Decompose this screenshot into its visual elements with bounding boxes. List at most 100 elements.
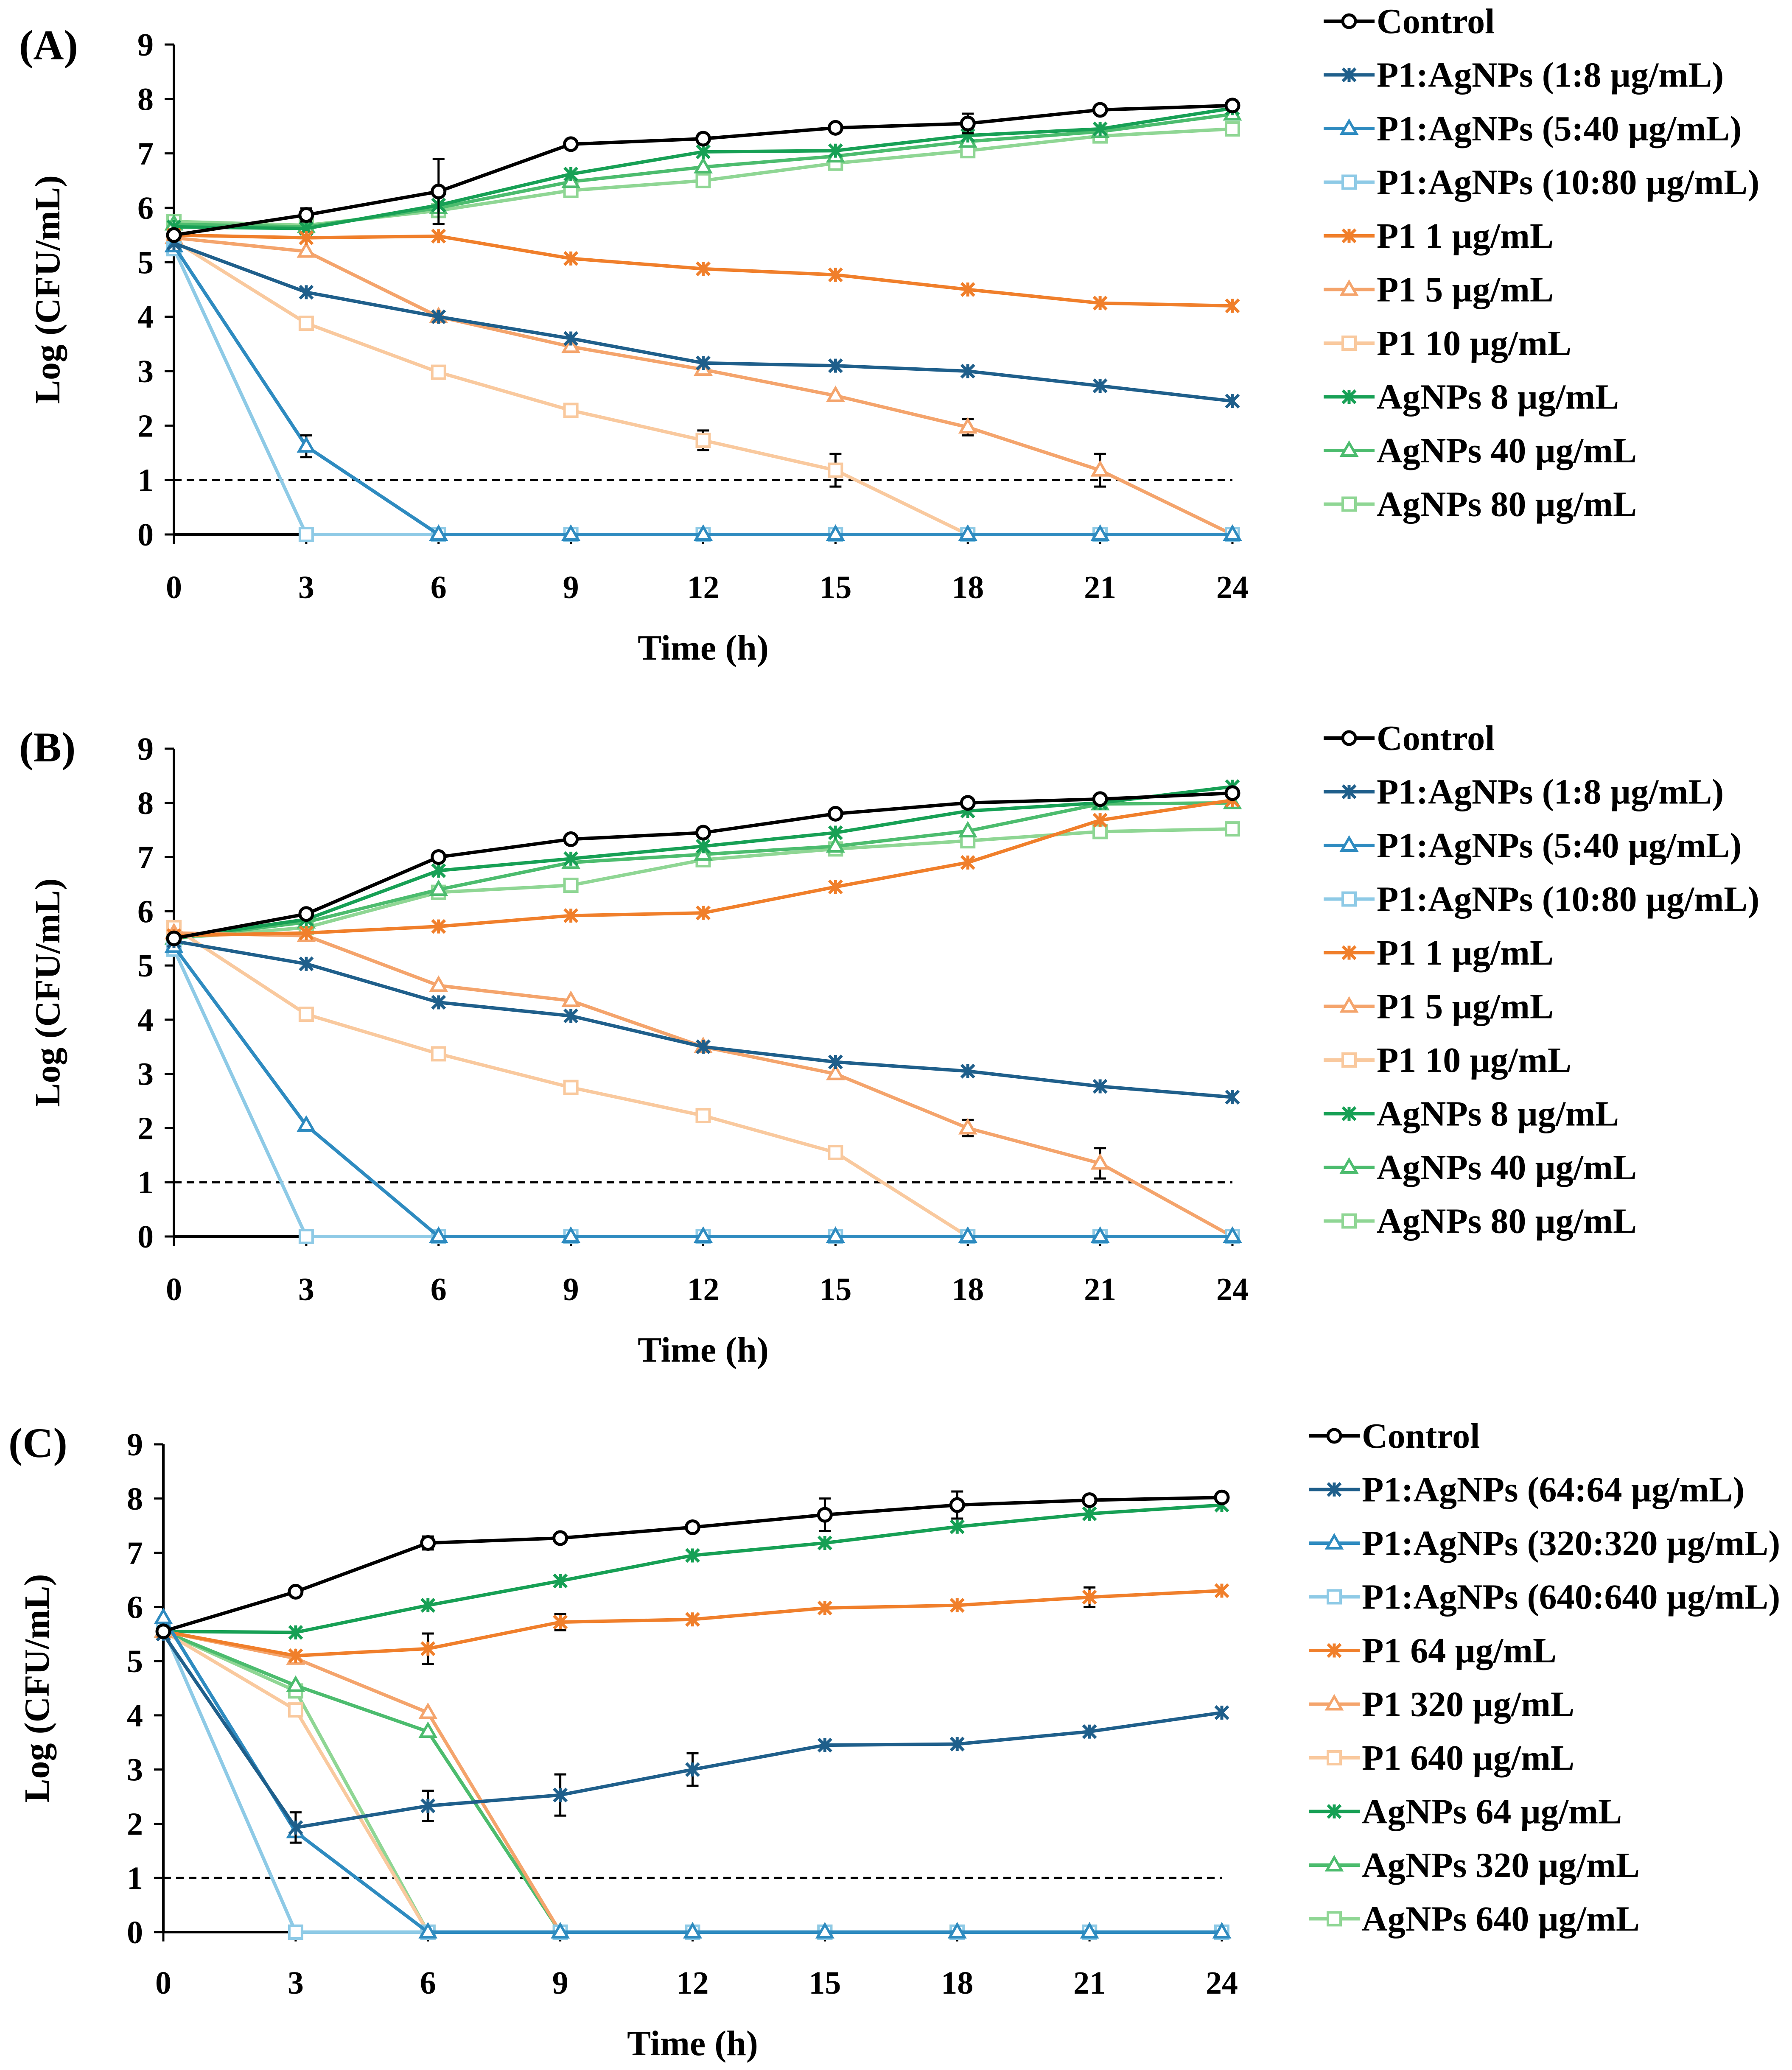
data-point: [1092, 813, 1108, 828]
series-5: [166, 227, 1240, 313]
legend-marker: [1341, 336, 1357, 351]
data-point: [563, 831, 579, 847]
data-point: [551, 1922, 570, 1939]
data-point: [552, 1530, 568, 1546]
y-tick-label: 2: [137, 408, 154, 444]
legend-marker: [1327, 1589, 1342, 1605]
data-point: [553, 1614, 568, 1630]
data-point: [696, 355, 711, 371]
y-tick-label: 3: [137, 1057, 154, 1092]
data-point: [420, 1535, 436, 1551]
legend-label: AgNPs 40 µg/mL: [1377, 431, 1637, 470]
data-point: [1225, 1090, 1240, 1105]
data-point: [1225, 821, 1240, 837]
x-tick-label: 21: [1084, 1272, 1116, 1307]
legend-marker: [1339, 118, 1359, 135]
legend-label: AgNPs 640 µg/mL: [1362, 1899, 1640, 1939]
y-tick-label: 3: [137, 354, 154, 389]
legend-label: P1:AgNPs (1:8 µg/mL): [1377, 772, 1724, 812]
data-point: [1082, 1589, 1097, 1605]
x-tick-label: 6: [431, 1272, 447, 1307]
data-point: [299, 956, 314, 971]
legend-item: P1 320 µg/mL: [1309, 1685, 1574, 1724]
panel-label: (C): [8, 1419, 67, 1466]
data-point: [685, 1519, 700, 1535]
legend-item: P1:AgNPs (5:40 µg/mL): [1324, 826, 1742, 865]
legend-label: P1 1 µg/mL: [1377, 933, 1554, 973]
data-point: [828, 1144, 843, 1160]
legend-marker: [1341, 891, 1357, 907]
y-tick-label: 0: [137, 1219, 154, 1255]
legend-marker: [1339, 835, 1359, 852]
legend-label: P1:AgNPs (10:80 µg/mL): [1377, 163, 1759, 202]
series-4: [166, 241, 1240, 542]
x-tick-label: 12: [677, 1965, 709, 2001]
data-point: [817, 1536, 832, 1551]
data-point: [563, 136, 579, 152]
legend-label: P1 320 µg/mL: [1362, 1685, 1574, 1724]
data-point: [297, 436, 316, 453]
x-tick-label: 21: [1084, 570, 1116, 605]
data-point: [288, 1584, 304, 1600]
legend-label: P1 5 µg/mL: [1377, 270, 1554, 310]
series-4: [166, 941, 1240, 1244]
data-point: [431, 229, 446, 244]
y-tick-label: 2: [127, 1806, 143, 1842]
data-point: [166, 227, 182, 243]
data-point: [431, 863, 446, 878]
data-point: [828, 462, 843, 478]
data-point: [827, 806, 843, 822]
data-point: [1082, 1506, 1097, 1522]
legend-label: AgNPs 40 µg/mL: [1377, 1148, 1637, 1187]
data-point: [418, 1922, 438, 1939]
data-point: [1092, 378, 1108, 394]
series-line: [172, 948, 1232, 1238]
legend-item: AgNPs 40 µg/mL: [1324, 431, 1637, 470]
x-tick-label: 12: [687, 1272, 720, 1307]
data-point: [695, 1108, 711, 1124]
legend-item: AgNPs 80 µg/mL: [1324, 1202, 1637, 1241]
data-point: [429, 975, 448, 992]
data-point: [431, 1046, 446, 1062]
series-1: [166, 785, 1240, 946]
series-line: [174, 939, 1233, 1099]
y-tick-label: 1: [127, 1860, 143, 1896]
data-point: [949, 1598, 965, 1613]
data-point: [553, 1573, 568, 1589]
legend-item: P1 10 µg/mL: [1324, 324, 1571, 363]
y-tick-label: 4: [127, 1698, 143, 1734]
y-axis-title: Log (CFU/mL): [17, 1574, 57, 1803]
x-axis-title: Time (h): [627, 2024, 758, 2063]
x-tick-label: 0: [166, 1272, 182, 1307]
data-point: [828, 825, 843, 840]
data-point: [826, 524, 845, 541]
data-point: [828, 143, 843, 158]
x-tick-label: 24: [1216, 1272, 1249, 1307]
data-point: [958, 524, 977, 541]
legend-label: P1:AgNPs (1:8 µg/mL): [1377, 56, 1724, 95]
data-point: [1223, 524, 1242, 541]
data-point: [431, 919, 446, 934]
series-line: [174, 236, 1233, 536]
legend-marker: [1339, 1157, 1359, 1174]
data-point: [1212, 1922, 1232, 1939]
x-tick-label: 3: [298, 570, 314, 605]
legend-marker: [1326, 1428, 1342, 1444]
data-point: [694, 524, 713, 541]
data-point: [429, 1226, 448, 1243]
data-point: [299, 925, 314, 940]
legend-label: P1 640 µg/mL: [1362, 1738, 1574, 1778]
x-axis-title: Time (h): [638, 1330, 769, 1370]
data-point: [695, 825, 711, 841]
legend-label: P1:AgNPs (5:40 µg/mL): [1377, 109, 1742, 148]
legend-item: Control: [1309, 1416, 1480, 1456]
data-point: [960, 282, 975, 297]
data-point: [1225, 121, 1240, 137]
legend-marker: [1339, 279, 1359, 296]
data-point: [288, 1702, 303, 1718]
x-tick-label: 3: [288, 1965, 304, 2001]
y-tick-label: 2: [137, 1111, 154, 1146]
data-point: [960, 855, 975, 870]
x-tick-label: 12: [687, 570, 720, 605]
data-point: [960, 364, 975, 379]
